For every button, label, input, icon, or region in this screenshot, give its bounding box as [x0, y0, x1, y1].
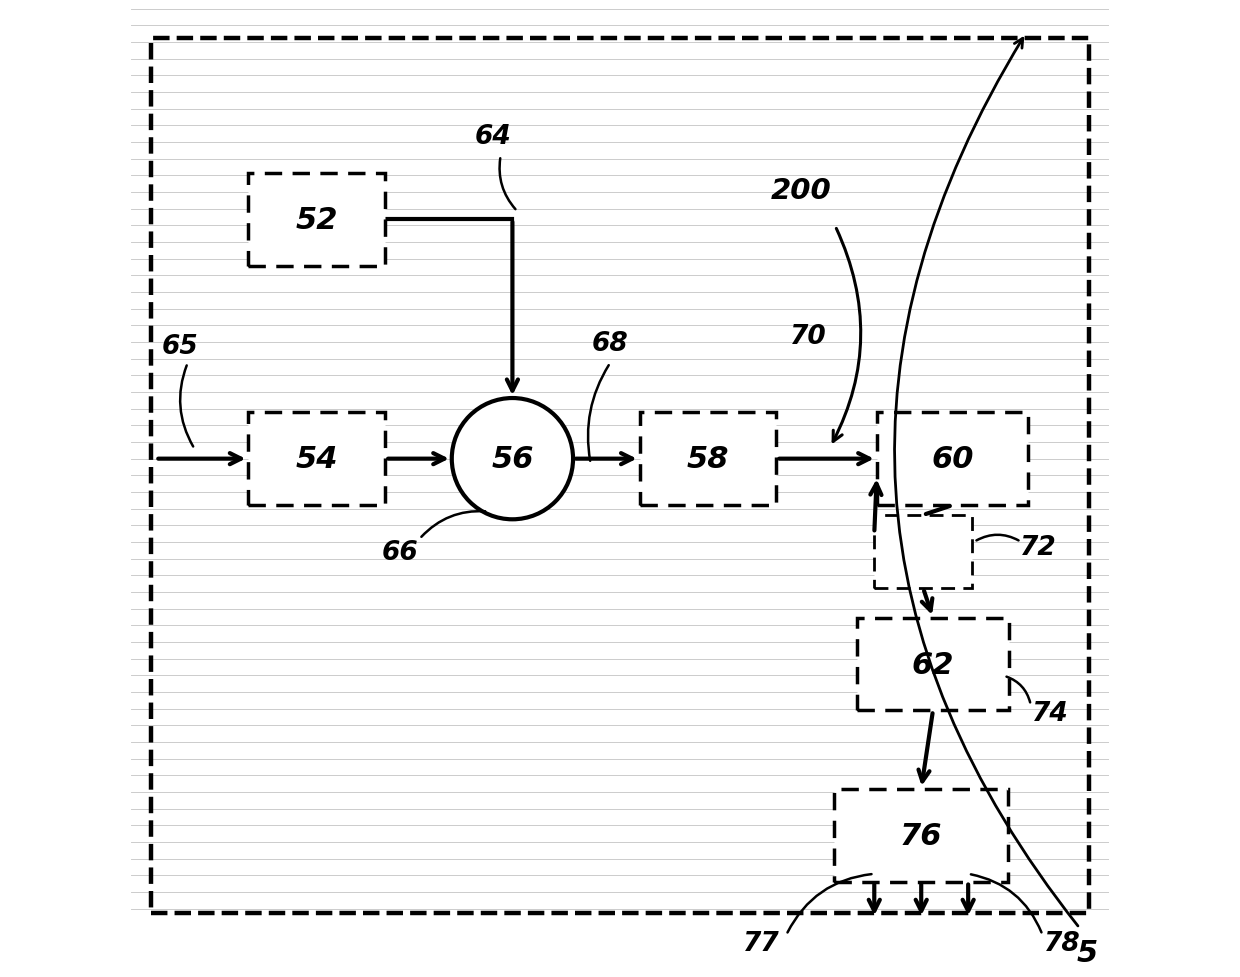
Bar — [835, 789, 1008, 881]
Text: 78: 78 — [1044, 930, 1080, 956]
Text: 76: 76 — [900, 821, 942, 850]
Text: 62: 62 — [911, 650, 955, 679]
Text: 64: 64 — [475, 124, 511, 149]
Text: 65: 65 — [161, 334, 198, 360]
Text: 74: 74 — [1032, 701, 1069, 726]
Text: 60: 60 — [931, 445, 973, 474]
Bar — [857, 617, 1009, 711]
Text: 68: 68 — [591, 331, 629, 357]
Text: 56: 56 — [491, 445, 533, 474]
Bar — [248, 412, 386, 506]
Text: 77: 77 — [744, 930, 780, 956]
Text: 52: 52 — [295, 205, 339, 234]
Bar — [150, 39, 1090, 913]
Text: 5: 5 — [1076, 938, 1099, 967]
Bar — [640, 412, 776, 506]
Bar — [874, 515, 972, 588]
Bar — [877, 412, 1028, 506]
Text: 66: 66 — [382, 539, 418, 565]
Text: 70: 70 — [790, 324, 827, 350]
Circle shape — [451, 399, 573, 520]
Text: 200: 200 — [770, 177, 831, 204]
Text: 72: 72 — [1021, 534, 1056, 560]
Text: 58: 58 — [687, 445, 729, 474]
Text: 54: 54 — [295, 445, 339, 474]
Bar — [248, 174, 386, 266]
